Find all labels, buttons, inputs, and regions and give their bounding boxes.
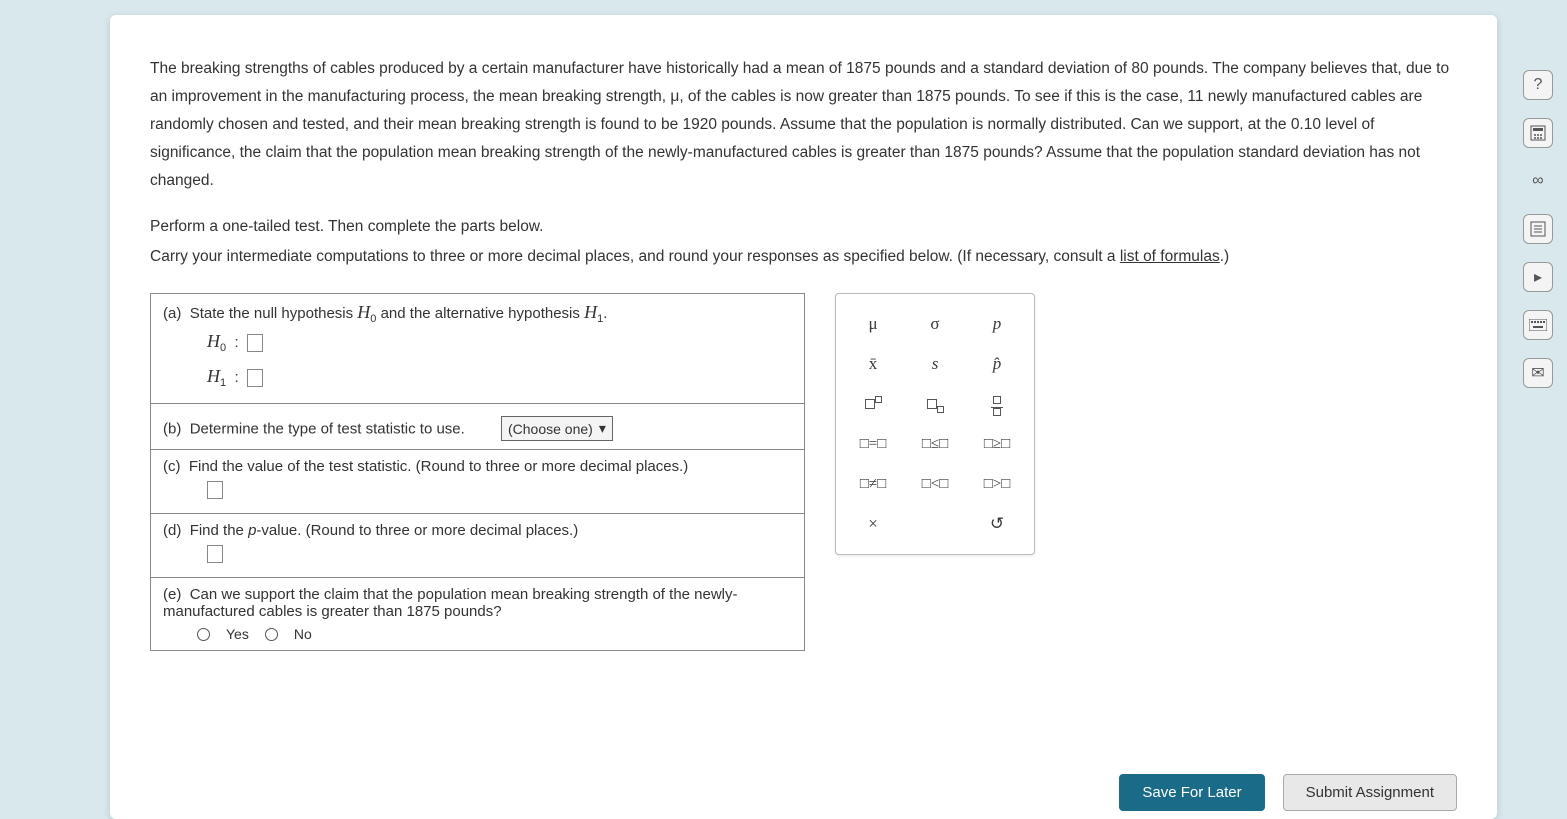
key-svg [1529, 319, 1547, 331]
h1-row: H1 : [163, 360, 792, 395]
help-icon[interactable]: ? [1523, 70, 1553, 100]
part-a-cell: (a) State the null hypothesis H0 and the… [151, 294, 805, 404]
sym-xbar[interactable]: x̄ [848, 354, 898, 374]
no-label: No [294, 626, 312, 642]
calculator-icon[interactable] [1523, 118, 1553, 148]
select-placeholder: (Choose one) [508, 421, 593, 437]
symbol-palette: μ σ p x̄ s p̂ □=□ □≤□ □≥□ □≠□ □<□ [835, 293, 1035, 555]
part-c-text: Find the value of the test statistic. (R… [189, 458, 688, 475]
reset-icon[interactable]: ↺ [972, 514, 1022, 534]
question-card: The breaking strengths of cables produce… [110, 15, 1497, 819]
instr-pre: Carry your intermediate computations to … [150, 248, 1120, 265]
part-b-text: Determine the type of test statistic to … [190, 421, 465, 438]
test-statistic-select[interactable]: (Choose one) ▾ [501, 416, 613, 441]
checklist-icon[interactable] [1523, 214, 1553, 244]
part-b-cell: (b) Determine the type of test statistic… [151, 404, 805, 450]
h0-input[interactable] [247, 334, 263, 352]
side-toolbar: ? ∞ ▸ ✉ [1523, 70, 1553, 388]
questions-table: (a) State the null hypothesis H0 and the… [150, 293, 805, 651]
sym-fraction[interactable] [972, 389, 1022, 419]
yes-label: Yes [226, 626, 249, 642]
footer-buttons: Save For Later Submit Assignment [1119, 774, 1457, 811]
part-e-cell: (e) Can we support the claim that the po… [151, 578, 805, 651]
sym-p[interactable]: p [972, 314, 1022, 334]
submit-assignment-button[interactable]: Submit Assignment [1283, 774, 1457, 811]
radio-yes[interactable] [197, 628, 210, 641]
pvalue-input[interactable] [207, 545, 223, 563]
h1-input[interactable] [247, 369, 263, 387]
part-a-label: (a) [163, 305, 181, 322]
sym-subscript[interactable] [910, 394, 960, 415]
part-a-text: State the null hypothesis H0 and the alt… [190, 305, 608, 322]
part-e-label: (e) [163, 586, 181, 603]
sym-gt[interactable]: □>□ [972, 476, 1022, 493]
calc-svg [1530, 125, 1546, 141]
part-b-label: (b) [163, 421, 181, 438]
sym-eq[interactable]: □=□ [848, 436, 898, 453]
sym-s[interactable]: s [910, 354, 960, 374]
radio-no[interactable] [265, 628, 278, 641]
instruction-line-1: Perform a one-tailed test. Then complete… [150, 212, 1457, 241]
keyboard-icon[interactable] [1523, 310, 1553, 340]
sym-mu[interactable]: μ [848, 314, 898, 334]
sym-lt[interactable]: □<□ [910, 476, 960, 493]
clear-icon[interactable]: × [848, 514, 898, 534]
mail-icon[interactable]: ✉ [1523, 358, 1553, 388]
part-e-text: Can we support the claim that the popula… [163, 586, 738, 620]
play-icon[interactable]: ▸ [1523, 262, 1553, 292]
sym-ne[interactable]: □≠□ [848, 476, 898, 493]
sym-le[interactable]: □≤□ [910, 436, 960, 453]
part-d-cell: (d) Find the p-value. (Round to three or… [151, 514, 805, 578]
list-svg [1530, 221, 1546, 237]
part-d-text: Find the p-value. (Round to three or mor… [190, 522, 579, 539]
instr-post: .) [1220, 248, 1229, 265]
sym-sigma[interactable]: σ [910, 314, 960, 334]
test-stat-input[interactable] [207, 481, 223, 499]
save-for-later-button[interactable]: Save For Later [1119, 774, 1264, 811]
formulas-link[interactable]: list of formulas [1120, 248, 1220, 265]
chevron-down-icon: ▾ [599, 420, 606, 437]
infinity-icon[interactable]: ∞ [1523, 166, 1553, 196]
problem-statement: The breaking strengths of cables produce… [150, 55, 1457, 194]
instruction-line-2: Carry your intermediate computations to … [150, 242, 1457, 271]
h1-symbol: H [207, 366, 220, 386]
part-d-label: (d) [163, 522, 181, 539]
sym-power[interactable] [848, 394, 898, 414]
part-c-label: (c) [163, 458, 181, 475]
h0-row: H0 : [163, 325, 792, 360]
sym-phat[interactable]: p̂ [972, 354, 1022, 374]
sym-ge[interactable]: □≥□ [972, 436, 1022, 453]
h0-symbol: H [207, 331, 220, 351]
part-c-cell: (c) Find the value of the test statistic… [151, 450, 805, 514]
